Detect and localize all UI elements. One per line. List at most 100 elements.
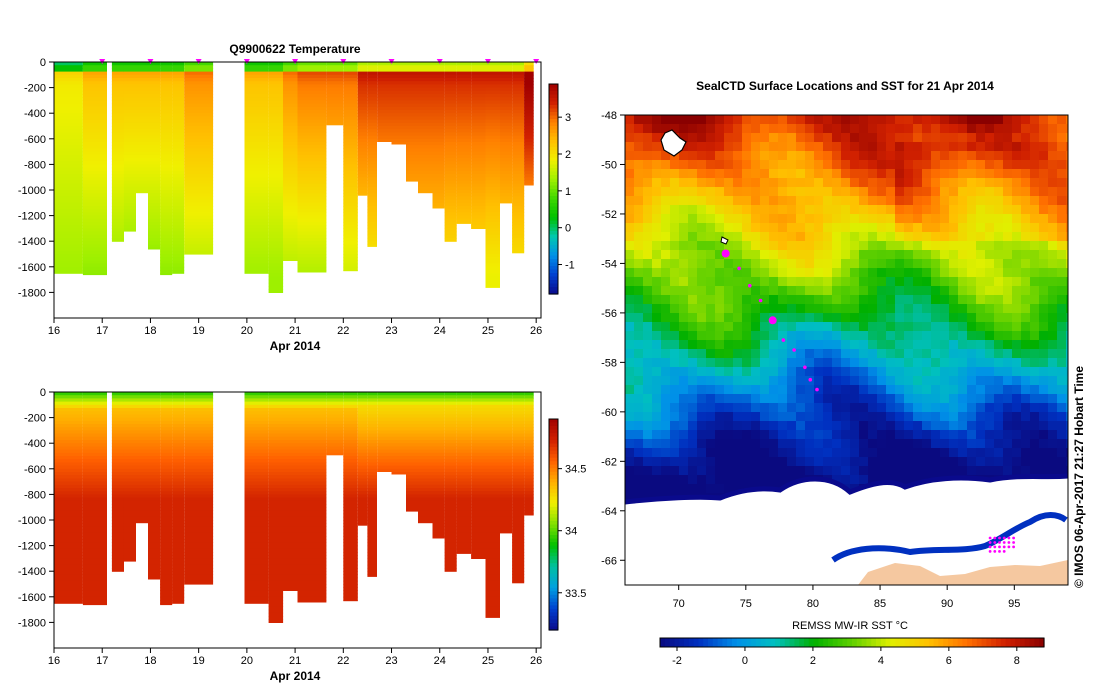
sst-cell bbox=[814, 232, 824, 242]
sst-cell bbox=[841, 349, 851, 359]
sst-cell bbox=[985, 322, 995, 332]
section-cell bbox=[244, 215, 269, 220]
section-cell bbox=[82, 433, 107, 438]
section-cell bbox=[456, 106, 472, 111]
section-cell bbox=[377, 103, 392, 108]
sst-cell bbox=[913, 142, 923, 152]
section-cell bbox=[244, 561, 269, 566]
section-cell bbox=[357, 475, 368, 479]
section-cell bbox=[283, 87, 298, 92]
section-cell bbox=[512, 161, 525, 165]
section-cell bbox=[160, 158, 173, 162]
sst-cell bbox=[796, 349, 806, 359]
section-cell bbox=[512, 154, 525, 159]
section-cell bbox=[485, 161, 500, 165]
section-cell bbox=[54, 135, 83, 140]
section-cell bbox=[172, 138, 185, 143]
sst-cell bbox=[814, 250, 824, 260]
section-cell bbox=[326, 398, 344, 403]
colorbar-segment bbox=[549, 269, 558, 274]
sst-cell bbox=[634, 241, 644, 251]
section-cell bbox=[172, 568, 185, 572]
section-cell bbox=[367, 135, 377, 140]
section-cell bbox=[160, 459, 173, 463]
section-cell bbox=[54, 94, 83, 98]
section-cell bbox=[471, 494, 486, 499]
section-cell bbox=[512, 164, 525, 169]
sst-cell bbox=[886, 286, 896, 296]
section-cell bbox=[500, 404, 513, 409]
colorbar-tick-label: 2 bbox=[565, 149, 571, 161]
section-cell bbox=[512, 247, 525, 252]
section-cell bbox=[367, 74, 377, 79]
section-cell bbox=[456, 113, 472, 117]
section-cell bbox=[367, 238, 377, 242]
section-cell bbox=[82, 132, 107, 137]
sst-cell bbox=[1048, 367, 1058, 377]
section-cell bbox=[54, 266, 83, 271]
section-cell bbox=[136, 138, 149, 143]
section-cell bbox=[244, 536, 269, 540]
section-cell bbox=[268, 87, 284, 92]
sst-cell bbox=[796, 313, 806, 323]
section-cell bbox=[244, 417, 269, 422]
sst-cell bbox=[787, 322, 797, 332]
section-cell bbox=[357, 71, 368, 76]
section-cell bbox=[456, 122, 472, 127]
sst-cell bbox=[958, 214, 968, 224]
section-cell bbox=[82, 452, 107, 457]
section-cell bbox=[160, 404, 173, 409]
colorbar-tick-label: 34.5 bbox=[565, 464, 586, 476]
sst-cell bbox=[985, 331, 995, 341]
sst-cell bbox=[886, 232, 896, 242]
sst-cell bbox=[1057, 241, 1067, 251]
section-cell bbox=[343, 504, 358, 508]
section-cell bbox=[512, 145, 525, 149]
section-cell bbox=[377, 465, 392, 470]
section-cell bbox=[485, 270, 500, 274]
section-cell bbox=[456, 488, 472, 492]
y-tick-label: -400 bbox=[24, 438, 46, 450]
section-cell bbox=[485, 420, 500, 425]
section-cell bbox=[54, 574, 83, 579]
section-cell bbox=[418, 408, 433, 412]
section-cell bbox=[343, 577, 358, 582]
section-cell bbox=[512, 481, 525, 486]
sst-cell bbox=[778, 241, 788, 251]
section-cell bbox=[326, 90, 344, 95]
section-cell bbox=[444, 449, 457, 454]
sst-cell bbox=[985, 214, 995, 224]
section-cell bbox=[377, 440, 392, 444]
section-cell bbox=[444, 71, 457, 76]
section-cell bbox=[326, 62, 344, 66]
section-cell bbox=[343, 475, 358, 479]
sst-cell bbox=[697, 376, 707, 386]
colorbar-segment bbox=[549, 94, 558, 99]
section-cell bbox=[471, 151, 486, 156]
section-cell bbox=[123, 526, 136, 531]
section-cell bbox=[136, 190, 149, 194]
section-cell bbox=[268, 180, 284, 185]
sst-cell bbox=[868, 241, 878, 251]
sst-cell bbox=[733, 232, 743, 242]
section-cell bbox=[377, 411, 392, 415]
section-cell bbox=[283, 523, 298, 527]
section-cell bbox=[136, 513, 149, 518]
section-cell bbox=[418, 411, 433, 415]
section-cell bbox=[524, 126, 534, 130]
section-cell bbox=[268, 154, 284, 159]
x-tick-label: 17 bbox=[96, 325, 108, 337]
sst-cell bbox=[868, 295, 878, 305]
section-cell bbox=[136, 170, 149, 175]
sst-cell bbox=[1039, 232, 1049, 242]
colorbar-segment bbox=[549, 545, 558, 550]
section-cell bbox=[377, 129, 392, 133]
section-cell bbox=[343, 516, 358, 521]
section-cell bbox=[297, 545, 327, 550]
sst-cell bbox=[715, 160, 725, 170]
sst-cell bbox=[850, 376, 860, 386]
sst-cell bbox=[760, 124, 770, 134]
section-cell bbox=[283, 196, 298, 201]
section-cell bbox=[326, 71, 344, 76]
section-cell bbox=[283, 440, 298, 444]
